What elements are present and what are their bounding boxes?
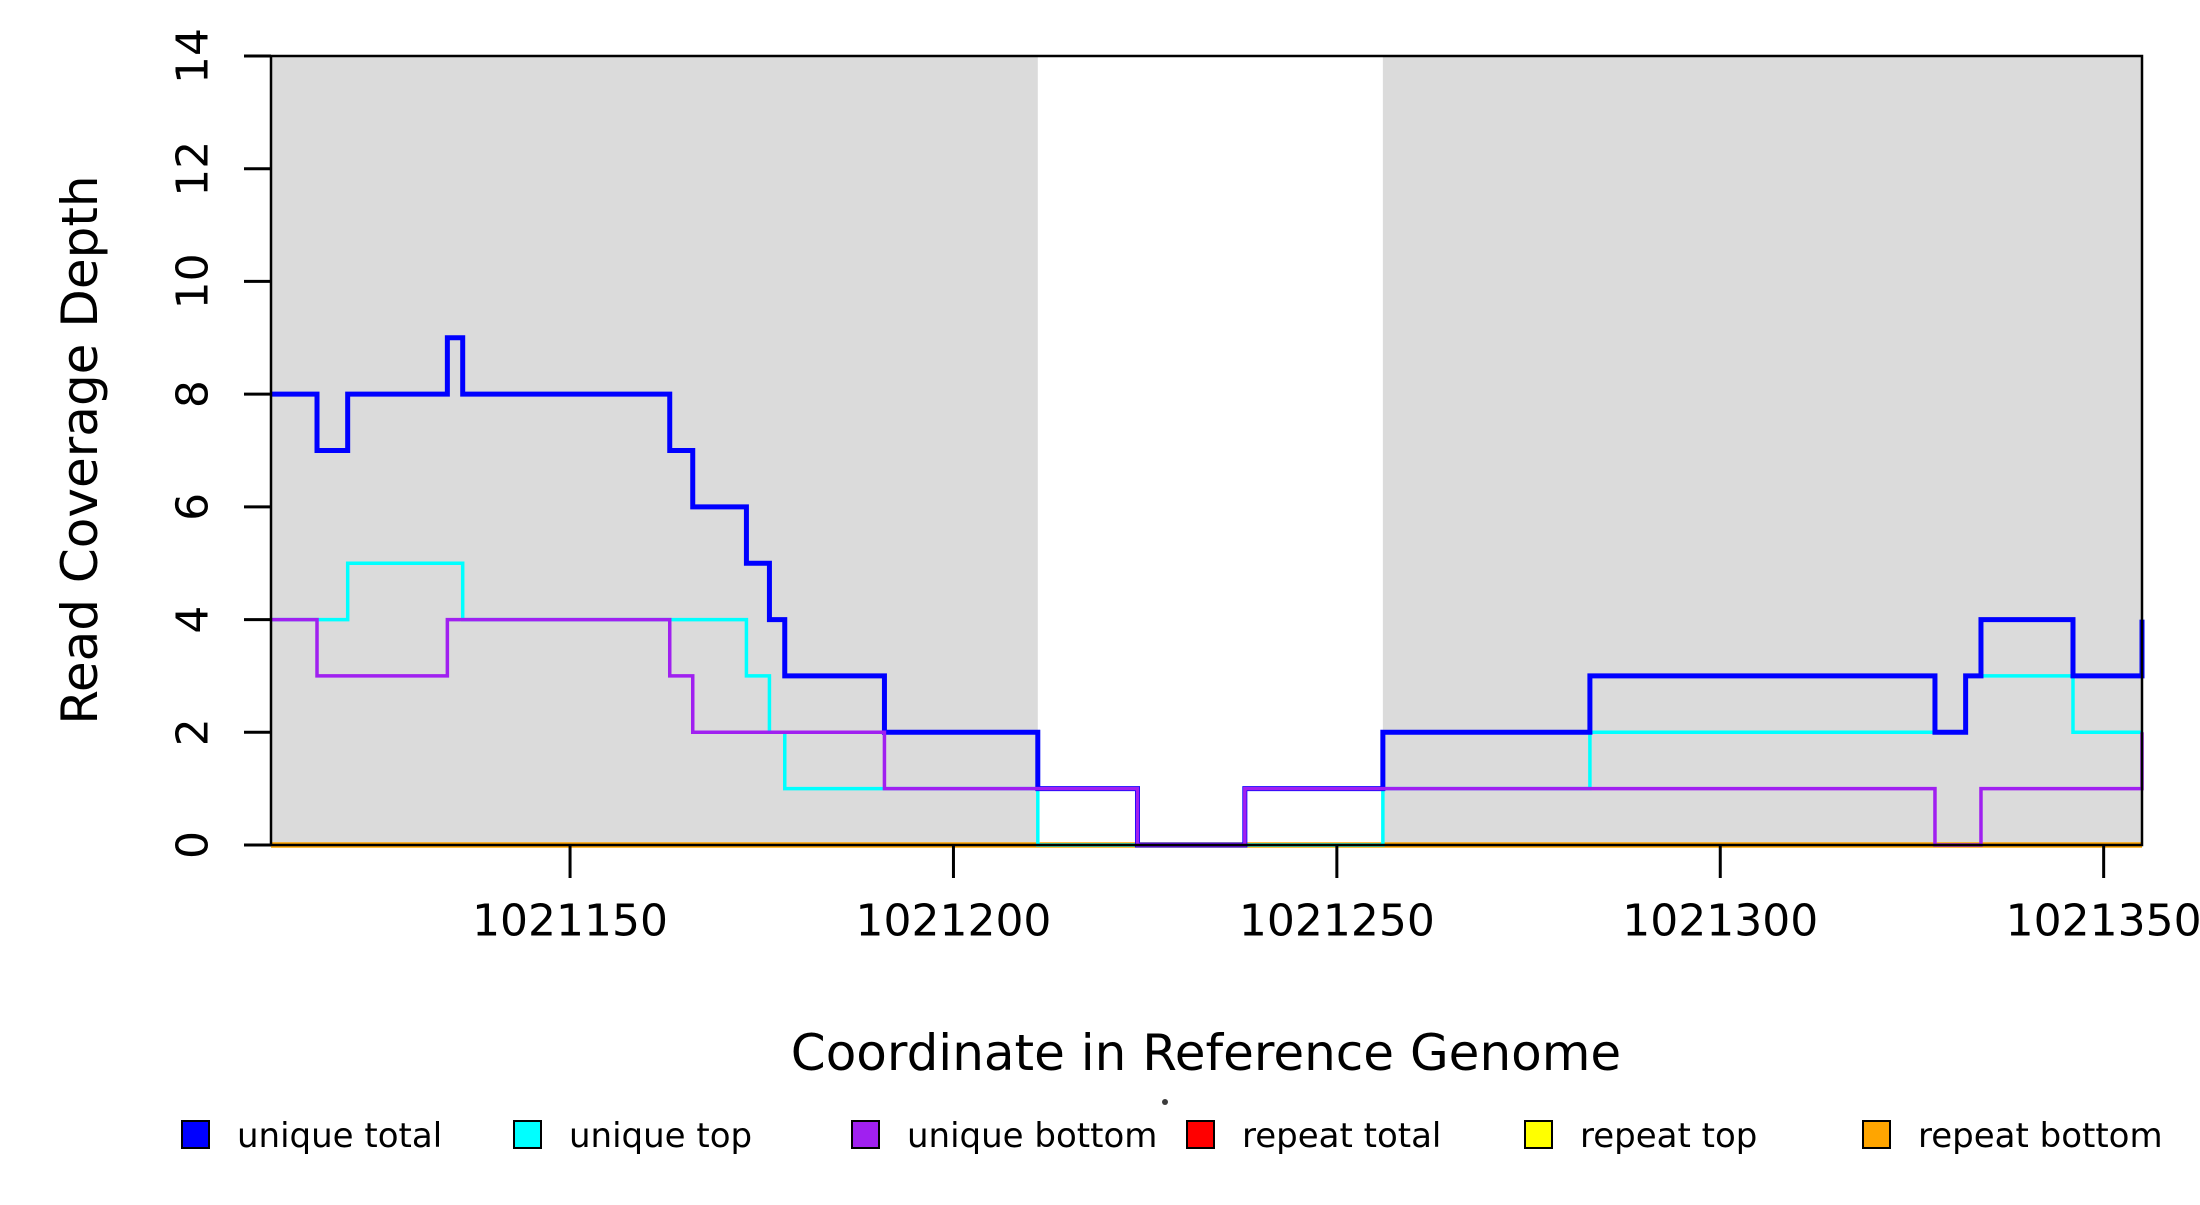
stray-dot-artifact <box>1162 1099 1168 1105</box>
legend-swatch-unique_top <box>513 1120 542 1149</box>
legend-item-unique_top: unique top <box>513 1116 752 1156</box>
y-tick-label: 0 <box>168 831 219 859</box>
plot-box <box>269 54 2144 847</box>
x-tick-label: 1021250 <box>1239 896 1435 947</box>
legend-label-unique_top: unique top <box>569 1116 752 1156</box>
legend-swatch-repeat_total <box>1186 1120 1215 1149</box>
x-tick-label: 1021300 <box>1622 896 1818 947</box>
legend-item-repeat_bottom: repeat bottom <box>1862 1116 2163 1156</box>
legend-label-repeat_top: repeat top <box>1580 1116 1757 1156</box>
y-tick-label: 10 <box>168 253 219 309</box>
legend-swatch-unique_bottom <box>851 1120 880 1149</box>
legend-swatch-repeat_bottom <box>1862 1120 1891 1149</box>
plot-border <box>269 54 2144 847</box>
legend-item-unique_bottom: unique bottom <box>851 1116 1157 1156</box>
x-axis: 1021150 1021200 1021250 1021300 1021350 <box>472 845 2200 947</box>
y-tick-label: 2 <box>168 718 219 746</box>
y-tick-label: 4 <box>168 606 219 634</box>
legend-swatch-repeat_top <box>1524 1120 1553 1149</box>
legend-item-unique_total: unique total <box>181 1116 442 1156</box>
shaded-repeat-regions <box>271 56 2142 845</box>
y-tick-label: 12 <box>168 141 219 197</box>
repeat-region-band <box>1382 56 2142 845</box>
legend-item-repeat_top: repeat top <box>1524 1116 1757 1156</box>
legend: unique total unique top unique bottom repea… <box>181 1116 2163 1156</box>
y-axis-title: Read Coverage Depth <box>51 175 109 724</box>
y-axis: 0 2 4 6 8 10 12 14 <box>168 28 271 859</box>
y-tick-label: 6 <box>168 493 219 521</box>
legend-item-repeat_total: repeat total <box>1186 1116 1441 1156</box>
x-tick-label: 1021150 <box>472 896 668 947</box>
legend-label-unique_total: unique total <box>237 1116 442 1156</box>
legend-label-repeat_bottom: repeat bottom <box>1918 1116 2163 1156</box>
legend-swatch-unique_total <box>181 1120 210 1149</box>
y-tick-label: 8 <box>168 380 219 408</box>
repeat-region-band <box>271 56 1038 845</box>
x-tick-label: 1021200 <box>855 896 1051 947</box>
x-tick-label: 1021350 <box>2006 896 2200 947</box>
legend-label-unique_bottom: unique bottom <box>907 1116 1157 1156</box>
x-axis-title: Coordinate in Reference Genome <box>791 1024 1621 1082</box>
y-tick-label: 14 <box>168 28 219 84</box>
legend-label-repeat_total: repeat total <box>1242 1116 1441 1156</box>
